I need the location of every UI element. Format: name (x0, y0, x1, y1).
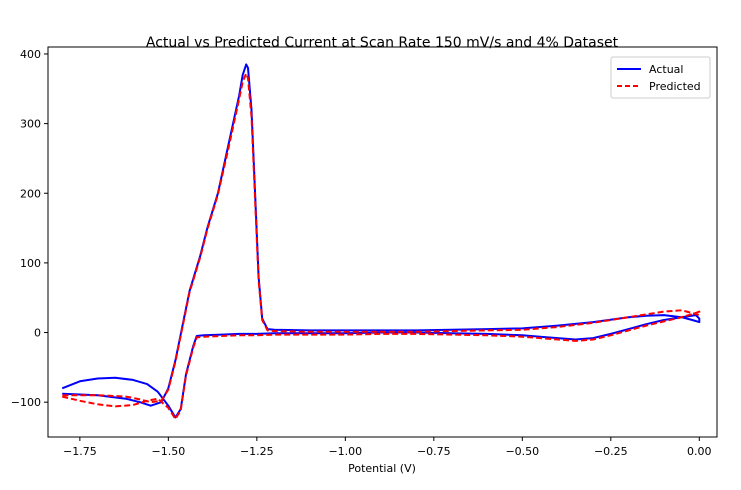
legend: Actual Predicted (610, 56, 711, 99)
y-tick-label: 400 (20, 48, 41, 61)
y-tick-label: 200 (20, 187, 41, 200)
y-axis: −100 0 100 200 300 400 (11, 48, 48, 409)
x-tick-label: −1.25 (240, 445, 274, 458)
x-tick-label: 0.00 (687, 445, 712, 458)
legend-box (610, 56, 711, 99)
chart-title: Actual vs Predicted Current at Scan Rate… (146, 35, 619, 51)
plot-area-frame (47, 46, 718, 438)
y-tick-label: −100 (11, 396, 41, 409)
y-tick-label: 300 (20, 118, 41, 131)
legend-label-predicted: Predicted (649, 80, 701, 93)
x-tick-label: −0.25 (594, 445, 628, 458)
series-line-actual (61, 63, 701, 419)
series-layer (61, 63, 701, 420)
y-tick-label: 0 (34, 327, 41, 340)
x-axis: −1.75 −1.50 −1.25 −1.00 −0.75 −0.50 −0.25 0.00 (63, 437, 712, 458)
series-line-predicted (61, 72, 701, 420)
x-axis-label: Potential (V) (348, 462, 416, 475)
legend-label-actual: Actual (649, 63, 683, 76)
x-tick-label: −0.75 (417, 445, 451, 458)
x-tick-label: −1.00 (328, 445, 362, 458)
x-tick-label: −1.75 (63, 445, 97, 458)
x-tick-label: −0.50 (505, 445, 539, 458)
x-tick-label: −1.50 (151, 445, 185, 458)
y-tick-label: 100 (20, 257, 41, 270)
